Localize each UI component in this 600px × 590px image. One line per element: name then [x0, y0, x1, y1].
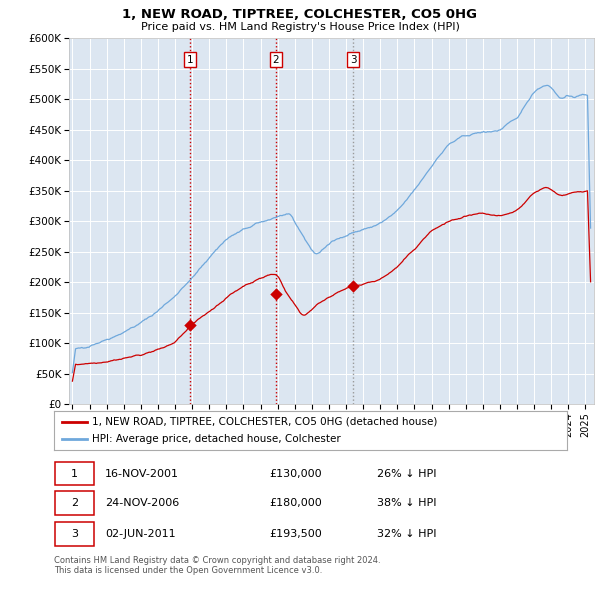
Text: 26% ↓ HPI: 26% ↓ HPI — [377, 469, 437, 478]
FancyBboxPatch shape — [55, 523, 94, 546]
Text: 1: 1 — [71, 469, 78, 478]
Text: 24-NOV-2006: 24-NOV-2006 — [106, 498, 179, 508]
Text: 16-NOV-2001: 16-NOV-2001 — [106, 469, 179, 478]
Text: 2: 2 — [272, 55, 279, 65]
Text: Price paid vs. HM Land Registry's House Price Index (HPI): Price paid vs. HM Land Registry's House … — [140, 22, 460, 32]
Text: £193,500: £193,500 — [269, 529, 322, 539]
Point — [271, 290, 281, 299]
Text: Contains HM Land Registry data © Crown copyright and database right 2024.
This d: Contains HM Land Registry data © Crown c… — [54, 556, 380, 575]
Text: 1, NEW ROAD, TIPTREE, COLCHESTER, CO5 0HG (detached house): 1, NEW ROAD, TIPTREE, COLCHESTER, CO5 0H… — [92, 417, 438, 427]
Text: 3: 3 — [71, 529, 78, 539]
Point — [349, 281, 358, 291]
Text: 38% ↓ HPI: 38% ↓ HPI — [377, 498, 437, 508]
Text: HPI: Average price, detached house, Colchester: HPI: Average price, detached house, Colc… — [92, 434, 341, 444]
Text: 02-JUN-2011: 02-JUN-2011 — [106, 529, 176, 539]
Text: 2: 2 — [71, 498, 78, 508]
FancyBboxPatch shape — [55, 491, 94, 514]
Text: 32% ↓ HPI: 32% ↓ HPI — [377, 529, 437, 539]
FancyBboxPatch shape — [55, 462, 94, 486]
Point — [185, 320, 195, 330]
Text: 1, NEW ROAD, TIPTREE, COLCHESTER, CO5 0HG: 1, NEW ROAD, TIPTREE, COLCHESTER, CO5 0H… — [122, 8, 478, 21]
Text: 1: 1 — [187, 55, 193, 65]
Text: 3: 3 — [350, 55, 356, 65]
Text: £180,000: £180,000 — [269, 498, 322, 508]
Text: £130,000: £130,000 — [269, 469, 322, 478]
